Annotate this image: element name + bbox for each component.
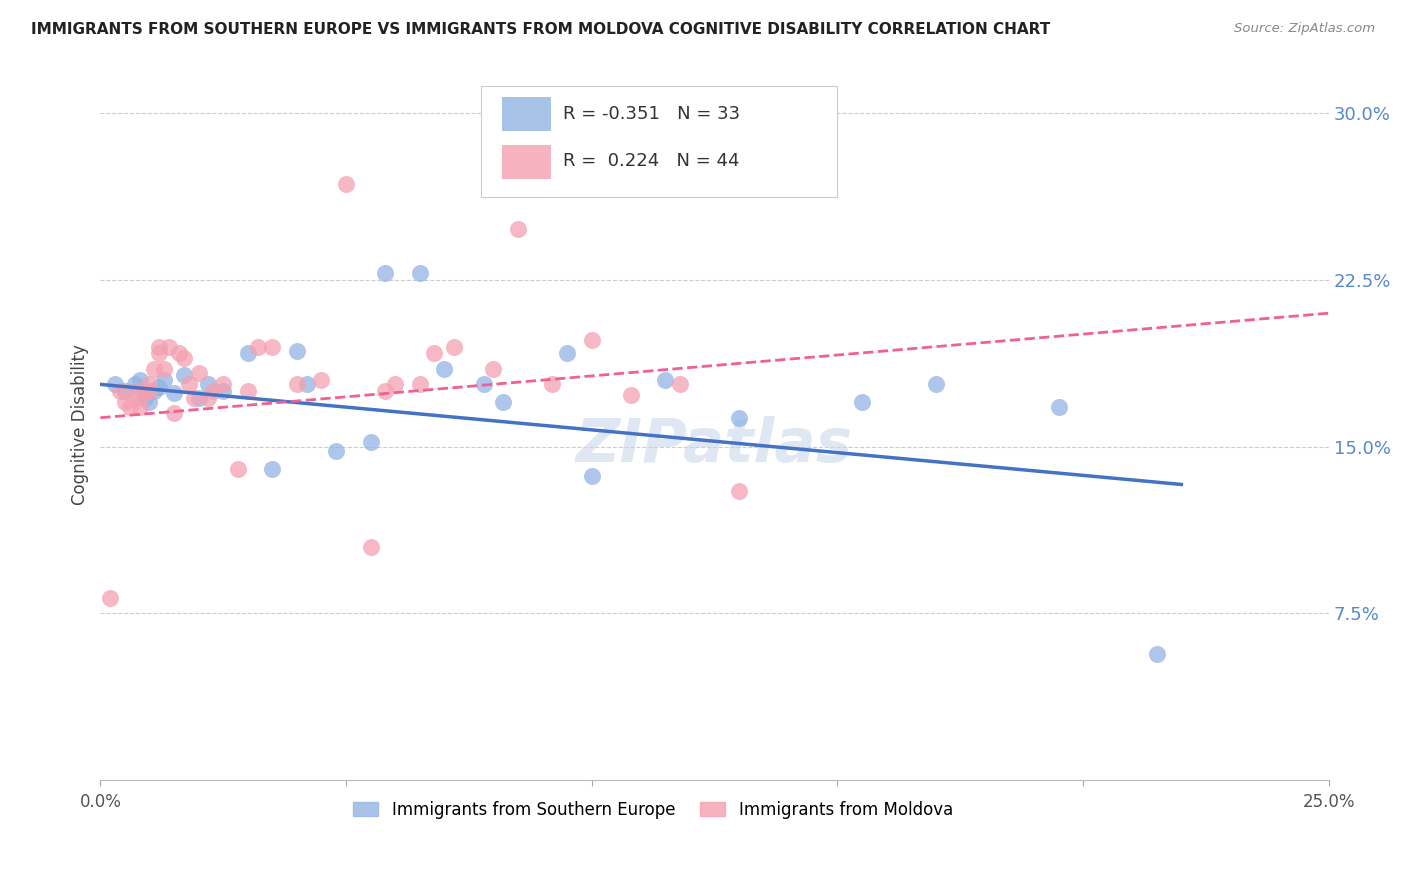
Point <box>183 391 205 405</box>
Point <box>236 384 259 398</box>
Point <box>197 391 219 405</box>
Point <box>433 361 456 376</box>
Point <box>541 377 564 392</box>
Point <box>285 377 308 392</box>
Point <box>581 468 603 483</box>
Y-axis label: Cognitive Disability: Cognitive Disability <box>72 344 89 505</box>
Point <box>173 368 195 383</box>
Point <box>360 435 382 450</box>
Point <box>128 391 150 405</box>
Point <box>285 344 308 359</box>
Point <box>128 400 150 414</box>
Text: R = -0.351   N = 33: R = -0.351 N = 33 <box>564 105 741 123</box>
Point <box>1047 400 1070 414</box>
Point <box>124 384 146 398</box>
Point <box>114 395 136 409</box>
Point <box>114 384 136 398</box>
Point <box>669 377 692 392</box>
Point <box>374 384 396 398</box>
Point <box>851 395 873 409</box>
Point <box>148 379 170 393</box>
Point <box>128 373 150 387</box>
Point <box>173 351 195 365</box>
Point <box>143 384 166 398</box>
Point <box>1146 647 1168 661</box>
Point <box>409 377 432 392</box>
Point <box>98 591 121 605</box>
Point <box>138 377 160 392</box>
Point <box>226 462 249 476</box>
Text: R =  0.224   N = 44: R = 0.224 N = 44 <box>564 152 740 170</box>
Point <box>138 395 160 409</box>
Point <box>482 361 505 376</box>
FancyBboxPatch shape <box>481 87 838 196</box>
Point <box>153 373 176 387</box>
Point <box>124 377 146 392</box>
Point <box>581 333 603 347</box>
Text: Source: ZipAtlas.com: Source: ZipAtlas.com <box>1234 22 1375 36</box>
Point <box>728 410 751 425</box>
Point <box>153 361 176 376</box>
Point <box>384 377 406 392</box>
Point <box>104 377 127 392</box>
Point <box>202 384 225 398</box>
Point <box>728 484 751 499</box>
Point <box>924 377 946 392</box>
Point <box>163 386 186 401</box>
Point <box>246 340 269 354</box>
Point <box>374 266 396 280</box>
Point <box>311 373 333 387</box>
Point <box>472 377 495 392</box>
Point <box>262 340 284 354</box>
FancyBboxPatch shape <box>502 145 551 178</box>
Point <box>163 406 186 420</box>
Point <box>409 266 432 280</box>
Point <box>620 388 643 402</box>
Point <box>212 377 235 392</box>
Point <box>262 462 284 476</box>
Point <box>148 340 170 354</box>
Point <box>654 373 676 387</box>
Point <box>167 346 190 360</box>
Point <box>134 384 156 398</box>
Point <box>134 391 156 405</box>
Point <box>506 221 529 235</box>
Point <box>555 346 578 360</box>
Point <box>187 366 209 380</box>
Text: IMMIGRANTS FROM SOUTHERN EUROPE VS IMMIGRANTS FROM MOLDOVA COGNITIVE DISABILITY : IMMIGRANTS FROM SOUTHERN EUROPE VS IMMIG… <box>31 22 1050 37</box>
Point <box>335 177 357 191</box>
Point <box>177 377 200 392</box>
Point <box>148 346 170 360</box>
Point <box>325 444 347 458</box>
Point <box>108 384 131 398</box>
FancyBboxPatch shape <box>502 97 551 131</box>
Point <box>157 340 180 354</box>
Point <box>143 361 166 376</box>
Legend: Immigrants from Southern Europe, Immigrants from Moldova: Immigrants from Southern Europe, Immigra… <box>347 794 959 825</box>
Point <box>212 384 235 398</box>
Point <box>187 391 209 405</box>
Point <box>443 340 465 354</box>
Point <box>197 377 219 392</box>
Point <box>360 540 382 554</box>
Point <box>295 377 318 392</box>
Point <box>138 384 160 398</box>
Point <box>236 346 259 360</box>
Point <box>492 395 515 409</box>
Text: ZIPatlas: ZIPatlas <box>576 417 853 475</box>
Point <box>423 346 446 360</box>
Point <box>118 400 141 414</box>
